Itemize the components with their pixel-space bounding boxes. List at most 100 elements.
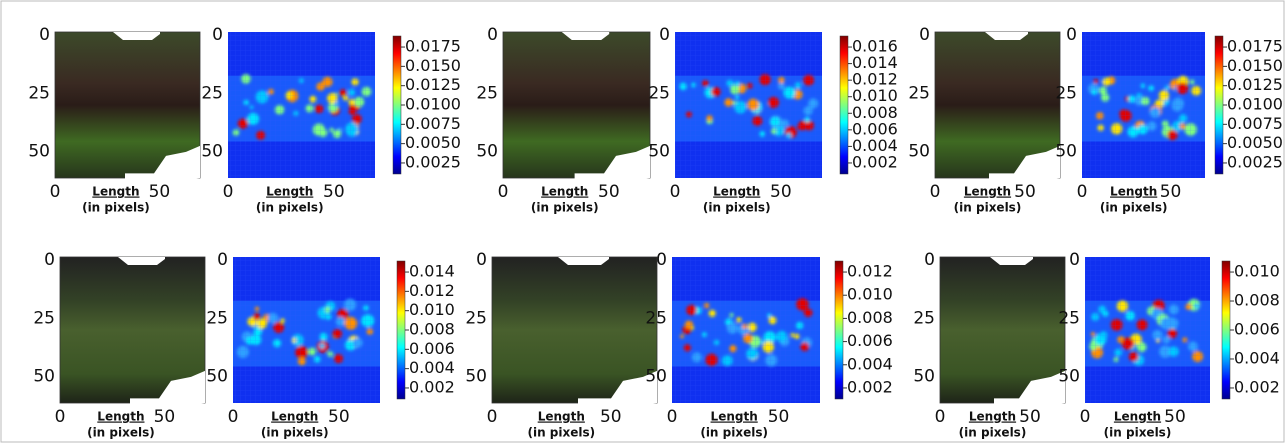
x-axis-sublabel: (in pixels)	[703, 201, 771, 215]
x-tick-label: 50	[598, 182, 620, 202]
x-tick-label: 50	[323, 182, 345, 202]
x-axis-sublabel: (in pixels)	[1100, 201, 1168, 215]
colorbar-tick-label: 0.012	[847, 262, 893, 281]
y-tick-label: 0	[924, 250, 935, 270]
colorbar-tick-label: 0.0025	[1227, 152, 1283, 171]
colorbar-tick-label: 0.0050	[405, 133, 461, 152]
heatmap-grid	[1085, 257, 1210, 403]
y-tick-label: 25	[201, 83, 223, 103]
colorbar-tick-label: 0.0025	[405, 152, 461, 171]
colorbar-tick-label: 0.008	[852, 103, 898, 122]
colorbar	[1214, 35, 1224, 175]
heatmap-grid	[675, 32, 822, 178]
colorbar-tick-label: 0.006	[1234, 320, 1280, 339]
y-tick-label: 50	[206, 367, 228, 387]
colorbar-tick-label: 0.016	[852, 37, 898, 56]
x-axis-label: Length	[97, 410, 144, 424]
x-tick-label: 50	[770, 182, 792, 202]
y-tick-label: 50	[201, 142, 223, 162]
colorbar-tick-label: 0.004	[409, 358, 455, 377]
y-tick-label: 0	[1069, 250, 1080, 270]
x-axis-sublabel: (in pixels)	[531, 201, 599, 215]
y-tick-label: 0	[212, 25, 223, 45]
colorbar-tick-label: 0.012	[852, 70, 898, 89]
colorbar	[1221, 260, 1231, 400]
y-tick-label: 50	[476, 142, 498, 162]
x-tick-label: 0	[50, 182, 61, 202]
colorbar	[392, 35, 402, 175]
x-axis-label: Length	[1114, 410, 1161, 424]
y-tick-label: 0	[1066, 25, 1077, 45]
x-axis-sublabel: (in pixels)	[261, 426, 329, 440]
colorbar-tick-label: 0.006	[852, 119, 898, 138]
y-tick-label: 50	[648, 142, 670, 162]
colorbar-tick-label: 0.002	[1234, 377, 1280, 396]
y-tick-label: 50	[33, 367, 55, 387]
image-mask	[578, 370, 657, 413]
image-mask	[130, 370, 205, 413]
y-tick-label: 25	[1058, 308, 1080, 328]
y-tick-label: 0	[44, 250, 55, 270]
colorbar-tick-label: 0.0150	[1227, 56, 1283, 75]
x-axis-label: Length	[969, 410, 1016, 424]
image-mask	[574, 145, 650, 189]
colorbar-tick-label: 0.008	[409, 320, 455, 339]
tissue-image	[59, 256, 206, 404]
y-tick-label: 0	[656, 250, 667, 270]
x-axis-label: Length	[541, 185, 588, 199]
y-tick-label: 0	[217, 250, 228, 270]
image-mask	[55, 32, 160, 40]
x-tick-label: 50	[1019, 407, 1041, 427]
colorbar-tick-label: 0.0100	[1227, 95, 1283, 114]
tissue-image	[491, 256, 658, 404]
x-axis-sublabel: (in pixels)	[82, 201, 150, 215]
colorbar-tick-label: 0.012	[409, 281, 455, 300]
colorbar-tick-label: 0.0150	[405, 56, 461, 75]
colorbar-tick-label: 0.0125	[1227, 75, 1283, 94]
colorbar-tick-label: 0.006	[847, 331, 893, 350]
colorbar	[396, 260, 406, 400]
x-axis-sublabel: (in pixels)	[527, 426, 595, 440]
y-tick-label: 50	[908, 142, 930, 162]
colorbar-tick-label: 0.006	[409, 339, 455, 358]
y-tick-label: 0	[39, 25, 50, 45]
colorbar-tick-label: 0.002	[852, 152, 898, 171]
y-tick-label: 25	[908, 83, 930, 103]
y-tick-label: 0	[487, 25, 498, 45]
x-tick-label: 50	[768, 407, 790, 427]
x-axis-label: Length	[713, 185, 760, 199]
colorbar-tick-label: 0.010	[409, 300, 455, 319]
colorbar-tick-label: 0.002	[409, 377, 455, 396]
y-tick-label: 25	[33, 308, 55, 328]
colorbar-tick-label: 0.010	[852, 86, 898, 105]
y-tick-label: 25	[28, 83, 50, 103]
x-axis-sublabel: (in pixels)	[954, 201, 1022, 215]
y-tick-label: 25	[1055, 83, 1077, 103]
colorbar-tick-label: 0.004	[847, 354, 893, 373]
x-tick-label: 0	[228, 407, 239, 427]
x-axis-sublabel: (in pixels)	[256, 201, 324, 215]
x-tick-label: 0	[223, 182, 234, 202]
x-axis-sublabel: (in pixels)	[87, 426, 155, 440]
x-axis-label: Length	[92, 185, 139, 199]
x-tick-label: 50	[328, 407, 350, 427]
colorbar-tick-label: 0.002	[847, 377, 893, 396]
y-tick-label: 50	[465, 367, 487, 387]
heatmap-grid	[672, 257, 820, 403]
y-tick-label: 50	[645, 367, 667, 387]
x-tick-label: 50	[149, 182, 171, 202]
x-axis-label: Length	[271, 410, 318, 424]
colorbar-tick-label: 0.004	[1234, 348, 1280, 367]
heatmap-grid	[228, 32, 375, 178]
x-tick-label: 0	[1080, 407, 1091, 427]
x-tick-label: 50	[1014, 182, 1036, 202]
y-tick-label: 25	[465, 308, 487, 328]
colorbar-tick-label: 0.008	[1234, 291, 1280, 310]
y-tick-label: 0	[476, 250, 487, 270]
image-mask	[989, 145, 1060, 189]
y-tick-label: 50	[28, 142, 50, 162]
image-mask	[994, 370, 1065, 413]
colorbar	[834, 260, 844, 400]
colorbar-tick-label: 0.008	[847, 308, 893, 327]
